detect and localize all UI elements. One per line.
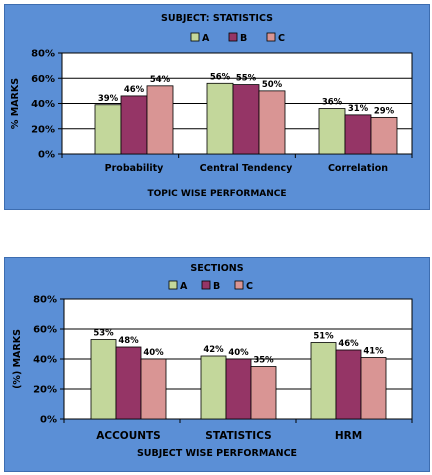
- legend-label: A: [202, 33, 210, 44]
- bar: [206, 82, 234, 155]
- data-label: 35%: [253, 356, 274, 366]
- data-label: 40%: [143, 348, 164, 358]
- bar: [140, 358, 167, 420]
- data-label: 48%: [118, 336, 139, 346]
- bar: [310, 342, 337, 420]
- bar: [360, 357, 387, 420]
- chart-title: SUBJECT: STATISTICS: [161, 13, 273, 24]
- data-label: 39%: [98, 94, 119, 104]
- data-label: 56%: [210, 72, 231, 82]
- data-label: 31%: [348, 104, 369, 114]
- y-tick-label: 0%: [38, 150, 55, 161]
- data-label: 54%: [150, 75, 171, 85]
- bar: [115, 346, 142, 420]
- data-label: 51%: [313, 332, 334, 342]
- legend-swatch: [190, 32, 200, 42]
- data-label: 55%: [236, 74, 257, 84]
- y-axis-label: (%) MARKS: [12, 329, 23, 389]
- y-tick-label: 80%: [33, 295, 57, 306]
- chart-panel-subject: 0% 20% 40% 60% 80% SECTIONS A B C 53% 48% 40% ACCOUN…: [4, 257, 430, 472]
- y-tick-label: 60%: [31, 74, 55, 85]
- legend-swatch: [228, 32, 238, 42]
- x-tick-label: STATISTICS: [205, 430, 271, 442]
- y-axis-label: % MARKS: [10, 78, 21, 129]
- data-label: 36%: [322, 98, 343, 108]
- x-tick-label: Probability: [105, 163, 164, 174]
- data-label: 29%: [374, 106, 395, 116]
- bar: [94, 104, 122, 155]
- y-tick-label: 40%: [31, 99, 55, 110]
- x-tick-label: Central Tendency: [200, 163, 293, 174]
- bar: [344, 114, 372, 155]
- y-tick-label: 20%: [33, 385, 57, 396]
- chart-topic-wise: 0% 20% 40% 60% 80% SUBJECT: STATISTICS A B C 39% 4…: [10, 13, 413, 199]
- data-label: 46%: [338, 339, 359, 349]
- legend-swatch: [201, 280, 211, 290]
- bar: [225, 358, 252, 420]
- x-axis-label: TOPIC WISE PERFORMANCE: [147, 189, 286, 199]
- bar: [146, 85, 174, 155]
- bar: [258, 90, 286, 155]
- legend-label: B: [213, 281, 220, 292]
- x-tick-label: Correlation: [328, 163, 388, 174]
- bar: [120, 95, 148, 155]
- x-tick-label: ACCOUNTS: [96, 430, 161, 442]
- bar: [200, 355, 227, 420]
- data-label: 41%: [363, 347, 384, 357]
- bar: [370, 116, 398, 155]
- y-tick-label: 20%: [31, 124, 55, 135]
- y-tick-label: 60%: [33, 325, 57, 336]
- legend-swatch: [168, 280, 178, 290]
- y-tick-label: 80%: [31, 49, 55, 60]
- chart-panel-topic: 0% 20% 40% 60% 80% SUBJECT: STATISTICS A B C 39% 4…: [4, 4, 430, 210]
- legend-swatch: [266, 32, 276, 42]
- x-axis-label: SUBJECT WISE PERFORMANCE: [137, 448, 297, 459]
- data-label: 42%: [203, 345, 224, 355]
- data-label: 40%: [228, 348, 249, 358]
- legend-label: C: [278, 33, 285, 44]
- legend-label: C: [246, 281, 253, 292]
- x-tick-label: HRM: [335, 430, 362, 442]
- y-tick-label: 40%: [33, 355, 57, 366]
- bar: [232, 84, 260, 155]
- chart-title: SECTIONS: [190, 263, 243, 274]
- legend-label: A: [180, 281, 188, 292]
- bar: [335, 349, 362, 420]
- data-label: 53%: [93, 329, 114, 339]
- data-label: 50%: [262, 80, 283, 90]
- bar: [250, 366, 277, 420]
- legend-label: B: [240, 33, 247, 44]
- legend-swatch: [234, 280, 244, 290]
- bar: [90, 339, 117, 420]
- data-label: 46%: [124, 85, 145, 95]
- bar: [318, 108, 346, 155]
- y-tick-label: 0%: [40, 415, 57, 426]
